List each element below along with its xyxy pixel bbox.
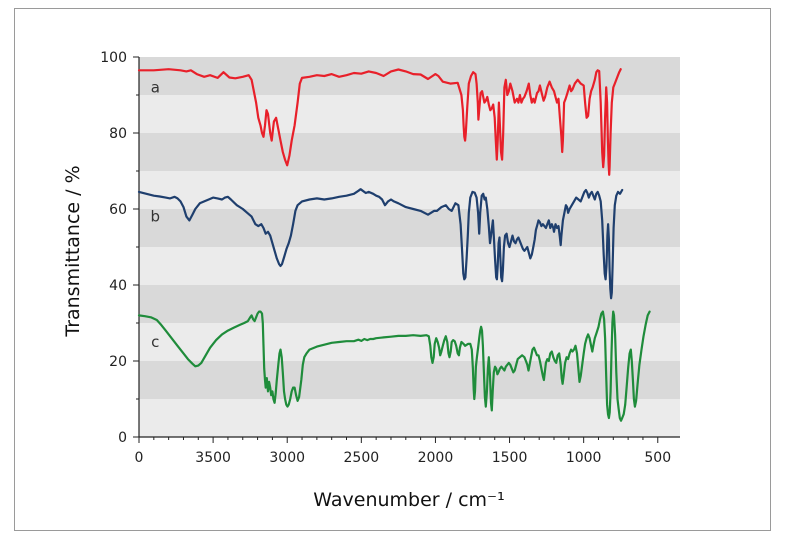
y-axis-ticks: 0 20 40 60 80 100 [100, 50, 139, 446]
background-bands [139, 57, 680, 437]
series-label: b [151, 208, 161, 226]
series-label: a [151, 78, 160, 96]
x-tick-label: 2000 [418, 450, 454, 466]
y-tick-label: 40 [109, 278, 127, 294]
series-line-a [137, 68, 622, 176]
y-tick-label: 60 [109, 202, 127, 218]
grid-band [139, 361, 680, 399]
series-label: c [151, 333, 159, 351]
y-axis-label: Transmittance / % [62, 165, 84, 337]
grid-band [139, 133, 680, 171]
x-tick-label: 3000 [269, 450, 305, 466]
figure-frame [14, 8, 771, 531]
grid-band [139, 209, 680, 247]
x-tick-label: 0 [135, 450, 144, 466]
series-group [137, 68, 651, 422]
x-axis-label: Wavenumber / cm⁻¹ [313, 489, 504, 511]
x-tick-label: 2500 [344, 450, 380, 466]
x-tick-label: 1500 [492, 450, 528, 466]
grid-band [139, 247, 680, 285]
series-line-b [137, 188, 624, 300]
y-tick-label: 20 [109, 354, 127, 370]
x-tick-label: 3500 [195, 450, 231, 466]
grid-band [139, 171, 680, 209]
x-tick-label: 1000 [566, 450, 602, 466]
grid-band [139, 95, 680, 133]
grid-band [139, 399, 680, 437]
series-line-c [137, 310, 651, 422]
y-tick-label: 80 [109, 126, 127, 142]
series-annotations: a b c [151, 78, 161, 351]
y-tick-label: 0 [118, 430, 127, 446]
y-tick-label: 100 [100, 50, 127, 66]
x-axis-ticks: 0 3500 3000 2500 2000 1500 1000 500 [135, 437, 671, 466]
x-tick-label: 500 [644, 450, 671, 466]
grid-band [139, 285, 680, 323]
